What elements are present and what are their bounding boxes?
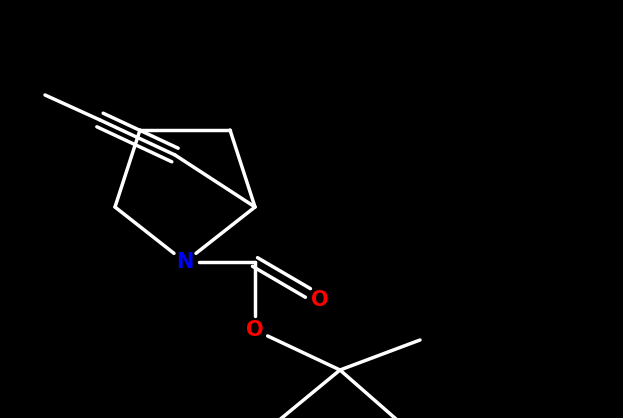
Text: N: N — [176, 252, 194, 272]
Text: O: O — [311, 290, 329, 310]
Text: O: O — [246, 320, 264, 340]
